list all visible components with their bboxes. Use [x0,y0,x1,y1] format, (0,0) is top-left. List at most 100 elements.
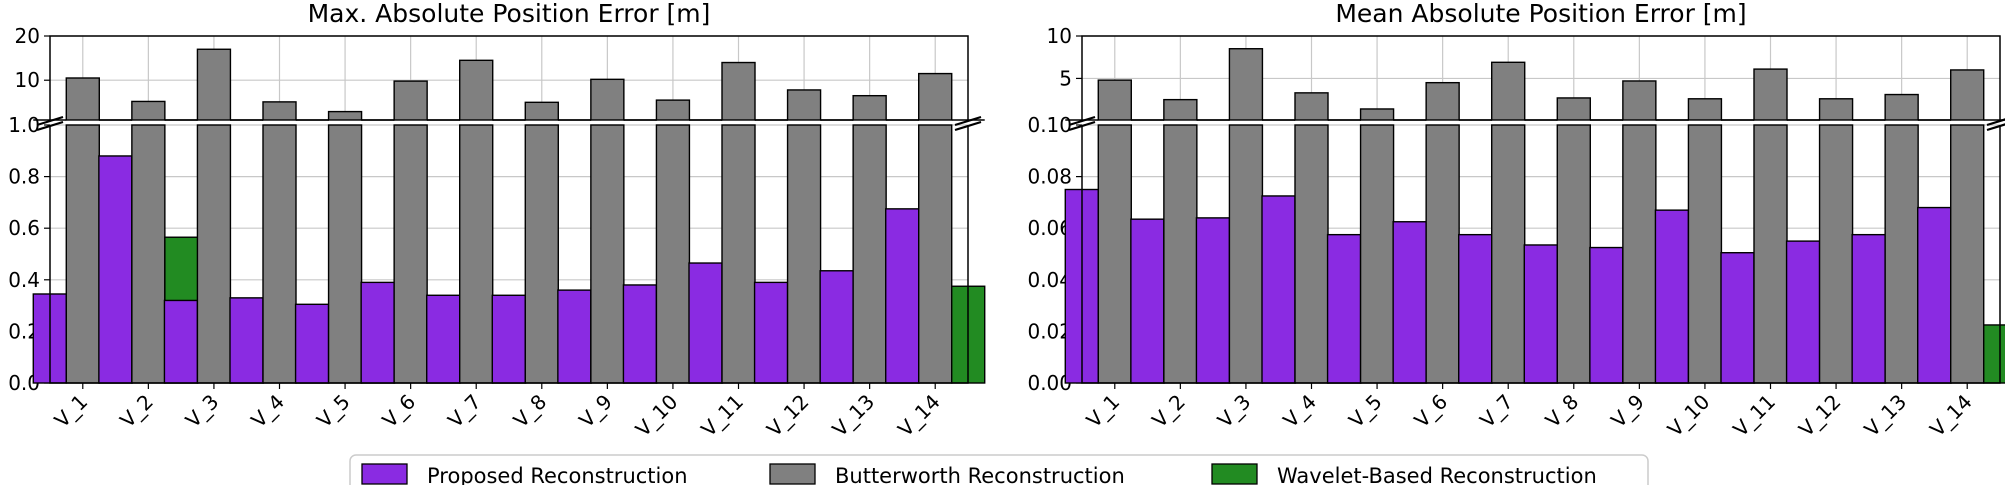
x-tick-label: V_12 [762,390,814,442]
chart-panel-1: Max. Absolute Position Error [m]0.00.20.… [8,0,986,442]
bar-upper-butterworth-v_11 [721,61,756,121]
bar-proposed-v_3 [163,299,199,384]
bar-proposed-v_8 [491,294,526,384]
bar-proposed-v_8 [1523,244,1558,384]
bar-butterworth-v_1 [1097,124,1132,384]
bar-upper-butterworth-v_7 [459,59,494,121]
x-tick-label: V_3 [181,390,224,433]
bar-proposed-v_7 [426,294,461,384]
chart-panel-2: Mean Absolute Position Error [m] 0.00 0.02… [1027,0,2005,441]
bar-upper-butterworth-v_2 [1163,98,1198,121]
bar-butterworth-v_6 [393,124,428,384]
legend-box [349,454,1649,485]
bar-proposed-v_13 [1851,233,1886,384]
bar-proposed-v_5 [1326,233,1362,384]
x-tick-label: V_5 [312,390,355,433]
bar-upper-butterworth-v_10 [655,99,691,121]
bar-upper-butterworth-v_12 [1818,98,1854,121]
legend-label: Wavelet-Based Reconstruction [1277,464,1597,485]
x-tick-label: V_8 [1541,390,1584,433]
bar-upper-butterworth-v_13 [852,94,887,121]
y-tick-label: 1.0 [8,113,40,137]
x-tick-label: V_8 [509,390,552,433]
bar-upper-butterworth-v_2 [131,100,166,121]
legend-label: Butterworth Reconstruction [835,464,1125,485]
x-tick-label: V_14 [1925,390,1977,442]
bar-proposed-v_12 [753,281,789,384]
x-tick-label: V_13 [827,390,879,442]
x-tick-label: V_4 [1278,390,1321,433]
bar-butterworth-v_10 [655,124,691,384]
x-tick-label: V_7 [443,390,486,433]
x-tick-label: V_9 [1606,390,1649,433]
axis-break-mark [1986,123,2005,132]
bar-upper-butterworth-v_1 [1097,79,1132,121]
bar-upper-butterworth-v_10 [1687,98,1723,121]
bar-butterworth-v_14 [1950,124,1985,384]
bar-upper-butterworth-v_8 [1556,97,1591,121]
x-tick-label: V_2 [1147,390,1190,433]
bar-proposed-v_10 [622,284,658,384]
y-tick-label: 0.00 [1027,371,1072,395]
axis-break-mark [1068,115,1096,127]
y-tick-label: 10 [1047,24,1072,48]
bar-upper-butterworth-v_5 [1359,108,1395,121]
bar-butterworth-v_10 [1687,124,1723,384]
bar-butterworth-v_7 [459,124,494,384]
bar-proposed-v_6 [1392,221,1427,384]
x-tick-label: V_11 [696,390,748,442]
axes-frame-upper [1081,35,2001,120]
y-tick-label: 20 [15,24,40,48]
bar-upper-butterworth-v_5 [327,110,363,121]
legend-swatch [361,463,408,485]
bar-butterworth-v_8 [524,124,559,384]
bar-upper-butterworth-v_8 [524,101,559,121]
x-tick-label: V_6 [1409,390,1452,433]
bar-upper-butterworth-v_3 [196,48,232,121]
legend-label: Proposed Reconstruction [427,464,688,485]
bar-butterworth-v_2 [131,124,166,384]
y-tick-label: 0.8 [8,165,40,189]
bar-upper-butterworth-v_13 [1884,93,1919,121]
bar-proposed-v_14 [1917,206,1952,384]
bar-butterworth-v_12 [786,124,822,384]
bar-butterworth-v_5 [1359,124,1395,384]
y-tick-label: 0.06 [1027,216,1072,240]
chart-title: Max. Absolute Position Error [m] [308,0,711,28]
bar-upper-butterworth-v_1 [65,77,100,121]
bar-butterworth-v_3 [1228,124,1264,384]
axis-break-mark [1986,118,2005,127]
x-tick-label: V_12 [1794,390,1846,442]
bar-proposed-v_9 [557,289,592,384]
x-tick-label: V_2 [115,390,158,433]
bar-butterworth-v_9 [590,124,625,384]
chart-title: Mean Absolute Position Error [m] [1335,0,1746,28]
axis-break-mark [1068,120,1096,132]
legend-swatch [769,463,816,485]
bar-proposed-v_7 [1458,233,1493,384]
bar-butterworth-v_13 [852,124,887,384]
x-tick-label: V_5 [1344,390,1387,433]
bar-proposed-v_11 [688,262,723,384]
x-tick-label: V_11 [1728,390,1780,442]
bar-butterworth-v_14 [918,124,953,384]
bar-proposed-v_11 [1720,252,1755,384]
y-tick-label: 0.02 [1027,319,1072,343]
y-tick-label: 0.10 [1027,113,1072,137]
x-tick-label: V_6 [377,390,420,433]
bar-butterworth-v_13 [1884,124,1919,384]
y-tick-label: 0.4 [8,268,40,292]
bar-butterworth-v_11 [721,124,756,384]
bar-upper-butterworth-v_6 [1425,81,1460,121]
bar-butterworth-v_1 [65,124,100,384]
x-tick-label: V_1 [1082,390,1125,433]
bar-proposed-v_5 [294,303,330,384]
bar-butterworth-v_12 [1818,124,1854,384]
y-tick-label: 0.08 [1027,165,1072,189]
bar-proposed-v_14 [885,208,920,384]
y-tick-label: 10 [15,68,40,92]
axes-frame-lower [49,125,969,384]
bar-butterworth-v_7 [1491,124,1526,384]
bar-upper-butterworth-v_14 [1950,69,1985,121]
